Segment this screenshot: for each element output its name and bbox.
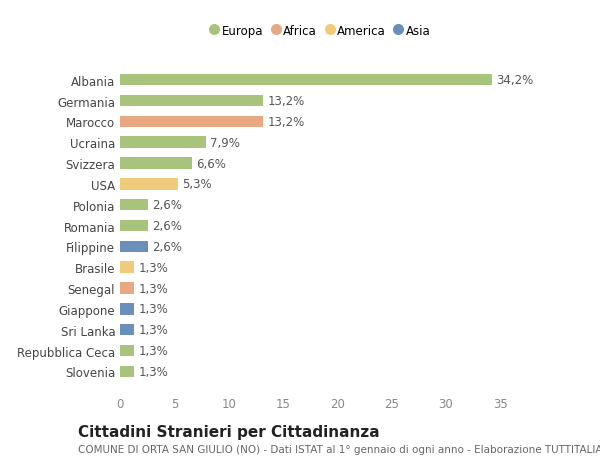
Text: 1,3%: 1,3% bbox=[139, 261, 168, 274]
Text: 1,3%: 1,3% bbox=[139, 324, 168, 336]
Bar bbox=[120, 262, 134, 274]
Text: 6,6%: 6,6% bbox=[196, 157, 226, 170]
Bar bbox=[120, 179, 178, 190]
Text: 5,3%: 5,3% bbox=[182, 178, 212, 191]
Text: 2,6%: 2,6% bbox=[152, 219, 182, 233]
Bar bbox=[120, 200, 148, 211]
Bar bbox=[120, 95, 263, 107]
Text: 2,6%: 2,6% bbox=[152, 241, 182, 253]
Bar bbox=[120, 241, 148, 252]
Bar bbox=[120, 117, 263, 128]
Bar bbox=[120, 75, 491, 86]
Bar bbox=[120, 158, 192, 169]
Text: 1,3%: 1,3% bbox=[139, 282, 168, 295]
Text: Cittadini Stranieri per Cittadinanza: Cittadini Stranieri per Cittadinanza bbox=[78, 425, 380, 440]
Bar bbox=[120, 366, 134, 377]
Text: 1,3%: 1,3% bbox=[139, 344, 168, 357]
Text: 13,2%: 13,2% bbox=[268, 95, 305, 108]
Text: COMUNE DI ORTA SAN GIULIO (NO) - Dati ISTAT al 1° gennaio di ogni anno - Elabora: COMUNE DI ORTA SAN GIULIO (NO) - Dati IS… bbox=[78, 444, 600, 454]
Text: 13,2%: 13,2% bbox=[268, 116, 305, 129]
Text: 1,3%: 1,3% bbox=[139, 303, 168, 316]
Text: 34,2%: 34,2% bbox=[496, 74, 533, 87]
Text: 1,3%: 1,3% bbox=[139, 365, 168, 378]
Text: 7,9%: 7,9% bbox=[210, 136, 240, 149]
Bar bbox=[120, 220, 148, 232]
Bar bbox=[120, 325, 134, 336]
Bar bbox=[120, 303, 134, 315]
Legend: Europa, Africa, America, Asia: Europa, Africa, America, Asia bbox=[209, 22, 433, 40]
Bar bbox=[120, 283, 134, 294]
Bar bbox=[120, 345, 134, 357]
Text: 2,6%: 2,6% bbox=[152, 199, 182, 212]
Bar bbox=[120, 137, 206, 149]
